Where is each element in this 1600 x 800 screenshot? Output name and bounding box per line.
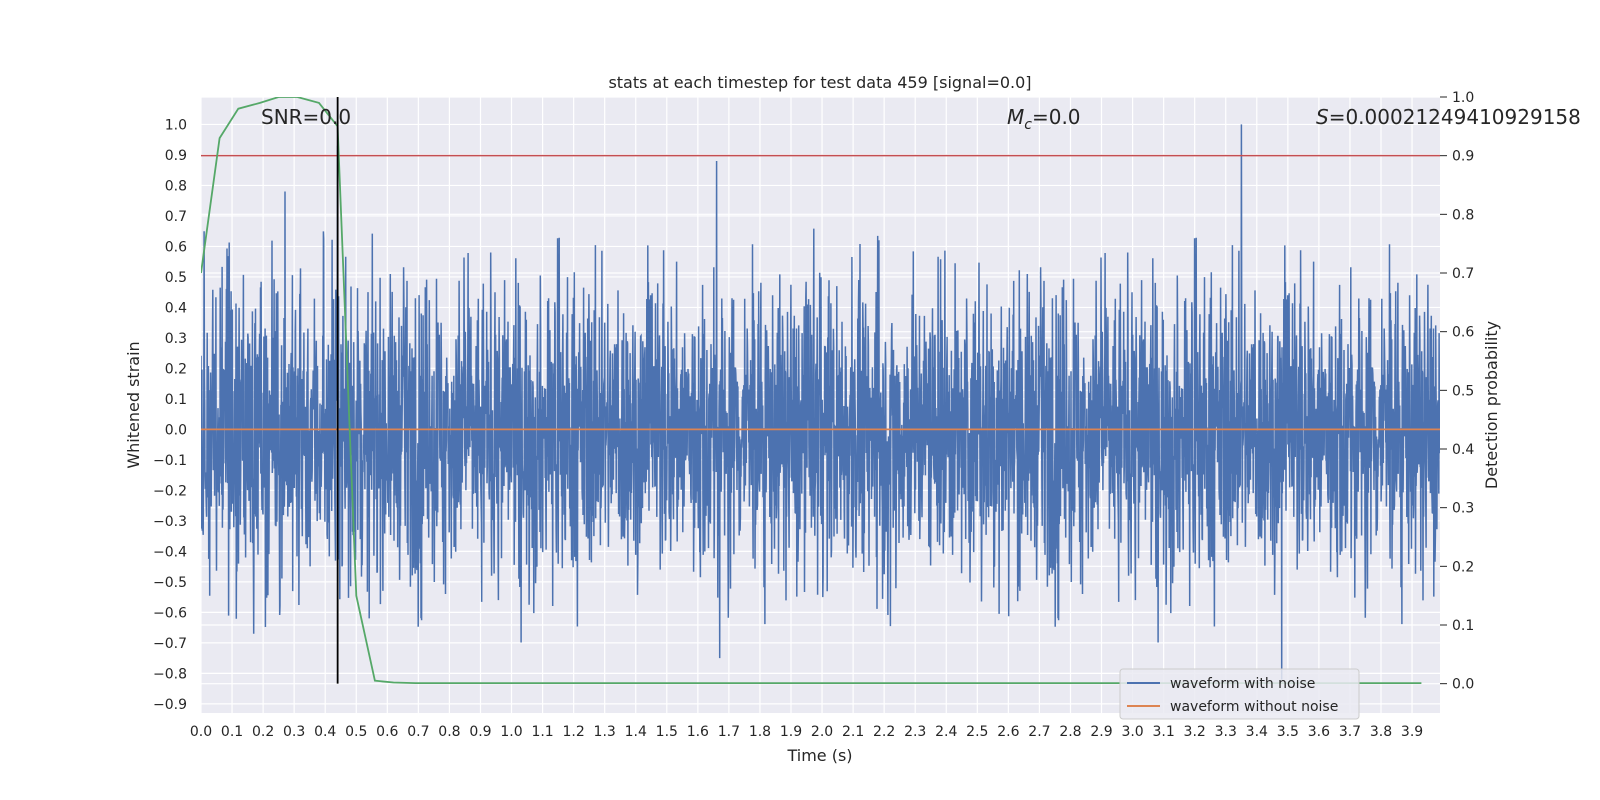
- y-left-tick-label-1: 0.9: [165, 148, 187, 164]
- y-right-tick-label-2: 0.8: [1452, 207, 1474, 223]
- y-right-tick-label-4: 0.6: [1452, 325, 1474, 341]
- y-right-tick-label-7: 0.3: [1452, 501, 1474, 517]
- x-tick-label-22: 2.2: [873, 724, 895, 740]
- legend-label-noisy: waveform with noise: [1170, 676, 1315, 692]
- y-left-tick-label-18: −0.8: [153, 666, 187, 682]
- x-tick-label-16: 1.6: [687, 724, 709, 740]
- y-right-tick-label-10: 0.0: [1452, 677, 1474, 693]
- y-right-tick-label-9: 0.1: [1452, 618, 1474, 634]
- y-left-tick-label-19: −0.9: [153, 697, 187, 713]
- y-left-tick-label-3: 0.7: [165, 209, 187, 225]
- s-value: =0.00021249410929158: [1329, 105, 1581, 129]
- x-tick-label-6: 0.6: [376, 724, 398, 740]
- mc-symbol: M: [1007, 105, 1024, 129]
- x-tick-label-24: 2.4: [935, 724, 957, 740]
- y-right-tick-label-3: 0.7: [1452, 266, 1474, 282]
- x-tick-label-17: 1.7: [718, 724, 740, 740]
- y-left-tick-label-15: −0.5: [153, 575, 187, 591]
- legend: waveform with noise waveform without noi…: [1119, 668, 1360, 720]
- s-annotation: S=0.00021249410929158: [1316, 105, 1581, 129]
- y-right-tick-label-5: 0.5: [1452, 383, 1474, 399]
- x-tick-label-5: 0.5: [345, 724, 367, 740]
- y-left-tick-label-14: −0.4: [153, 544, 187, 560]
- y-left-tick-label-10: 0.0: [165, 422, 187, 438]
- x-tick-label-28: 2.8: [1059, 724, 1081, 740]
- x-tick-label-21: 2.1: [842, 724, 864, 740]
- x-tick-labels: 0.0 0.1 0.2 0.3 0.4 0.5 0.6 0.7 0.8 0.9 1.0 1.1 1.2 1…: [190, 724, 1423, 740]
- x-tick-label-38: 3.8: [1370, 724, 1392, 740]
- x-tick-label-12: 1.2: [562, 724, 584, 740]
- legend-label-clean: waveform without noise: [1170, 699, 1338, 715]
- x-tick-label-15: 1.5: [656, 724, 678, 740]
- x-tick-label-3: 0.3: [283, 724, 305, 740]
- x-tick-label-1: 0.1: [221, 724, 243, 740]
- y-left-axis-label: Whitened strain: [124, 341, 143, 468]
- x-tick-label-4: 0.4: [314, 724, 336, 740]
- x-tick-label-9: 0.9: [469, 724, 491, 740]
- chart-title: stats at each timestep for test data 459…: [608, 73, 1031, 92]
- y-left-tick-label-17: −0.7: [153, 636, 187, 652]
- y-left-tick-label-9: 0.1: [165, 392, 187, 408]
- x-axis-label: Time (s): [786, 746, 852, 765]
- y-left-tick-label-11: −0.1: [153, 453, 187, 469]
- y-right-tick-labels: 1.0 0.9 0.8 0.7 0.6 0.5 0.4 0.3 0.2 0.1 0.0: [1440, 90, 1474, 693]
- x-tick-label-7: 0.7: [407, 724, 429, 740]
- y-left-tick-label-6: 0.4: [165, 300, 187, 316]
- x-tick-label-25: 2.5: [966, 724, 988, 740]
- x-tick-label-18: 1.8: [749, 724, 771, 740]
- series-layer: [201, 97, 1440, 684]
- series-detection-probability: [201, 97, 1422, 684]
- x-tick-label-27: 2.7: [1028, 724, 1050, 740]
- x-tick-label-37: 3.7: [1339, 724, 1361, 740]
- y-left-tick-label-0: 1.0: [165, 117, 187, 133]
- mc-subscript: c: [1024, 117, 1032, 133]
- x-tick-label-20: 2.0: [811, 724, 833, 740]
- x-tick-label-39: 3.9: [1401, 724, 1423, 740]
- y-left-tick-label-5: 0.5: [165, 270, 187, 286]
- mc-value: =0.0: [1032, 105, 1081, 129]
- x-tick-label-14: 1.4: [625, 724, 647, 740]
- x-tick-label-29: 2.9: [1090, 724, 1112, 740]
- y-left-tick-label-12: −0.2: [153, 483, 187, 499]
- x-tick-label-19: 1.9: [780, 724, 802, 740]
- x-tick-label-8: 0.8: [438, 724, 460, 740]
- x-tick-label-26: 2.6: [997, 724, 1019, 740]
- x-tick-label-23: 2.3: [904, 724, 926, 740]
- x-tick-label-13: 1.3: [594, 724, 616, 740]
- y-right-tick-label-6: 0.4: [1452, 442, 1474, 458]
- x-tick-label-2: 0.2: [252, 724, 274, 740]
- x-tick-label-34: 3.4: [1246, 724, 1268, 740]
- y-right-axis-label: Detection probability: [1482, 321, 1501, 489]
- x-tick-label-10: 1.0: [500, 724, 522, 740]
- y-left-tick-labels: 1.0 0.9 0.8 0.7 0.6 0.5 0.4 0.3 0.2 0.1 0.0 −0.1 −0.…: [153, 117, 187, 712]
- snr-annotation: SNR=0.0: [261, 105, 351, 129]
- mc-annotation: Mc=0.0: [1007, 105, 1081, 133]
- x-tick-label-31: 3.1: [1152, 724, 1174, 740]
- s-symbol: S: [1316, 105, 1329, 129]
- y-right-tick-label-0: 1.0: [1452, 90, 1474, 106]
- y-right-tick-label-8: 0.2: [1452, 559, 1474, 575]
- x-tick-label-11: 1.1: [531, 724, 553, 740]
- y-left-tick-label-16: −0.6: [153, 605, 187, 621]
- y-left-tick-label-7: 0.3: [165, 331, 187, 347]
- y-left-tick-label-13: −0.3: [153, 514, 187, 530]
- x-tick-label-32: 3.2: [1184, 724, 1206, 740]
- x-tick-label-33: 3.3: [1215, 724, 1237, 740]
- y-left-tick-label-4: 0.6: [165, 239, 187, 255]
- x-tick-label-0: 0.0: [190, 724, 212, 740]
- y-left-tick-label-8: 0.2: [165, 361, 187, 377]
- y-left-tick-label-2: 0.8: [165, 178, 187, 194]
- series-waveform-with-noise: [201, 124, 1440, 680]
- legend-box: [1119, 668, 1360, 720]
- y-right-tick-label-1: 0.9: [1452, 149, 1474, 165]
- x-tick-label-36: 3.6: [1308, 724, 1330, 740]
- x-tick-label-30: 3.0: [1121, 724, 1143, 740]
- x-tick-label-35: 3.5: [1277, 724, 1299, 740]
